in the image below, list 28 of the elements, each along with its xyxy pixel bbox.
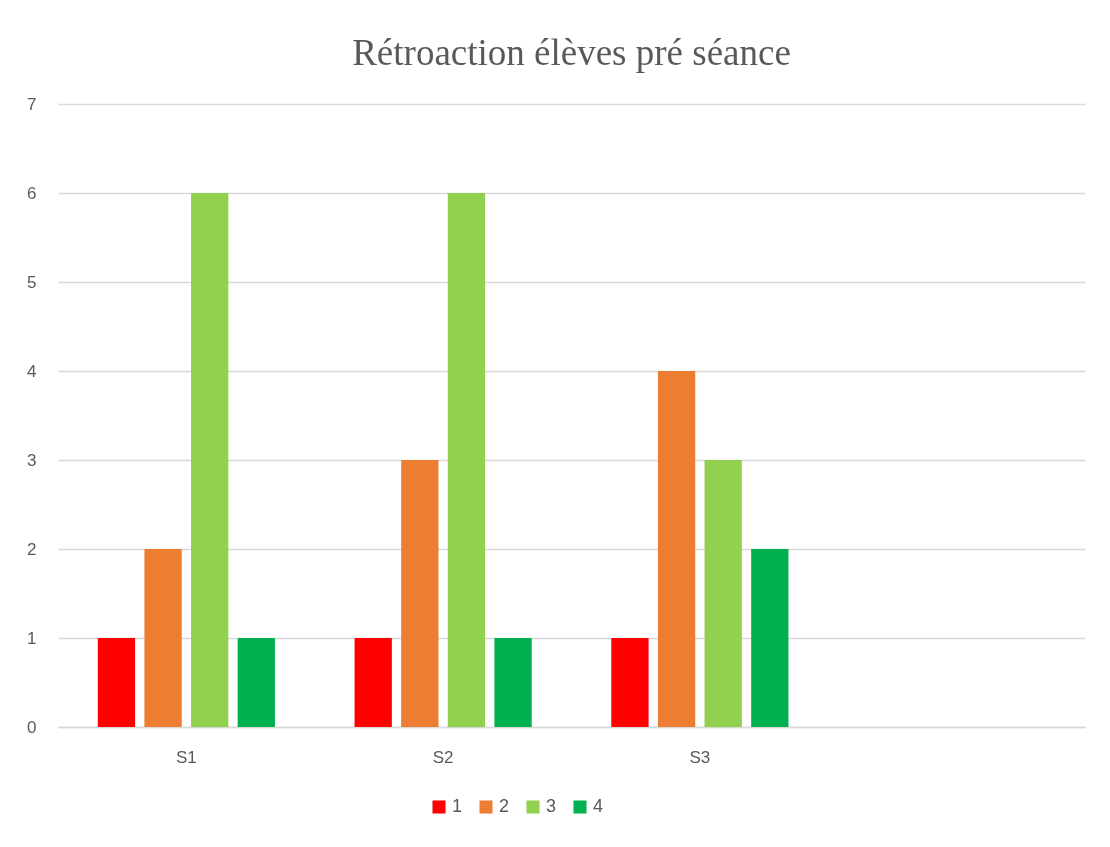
bar <box>751 549 789 727</box>
x-tick-label: S2 <box>432 747 454 767</box>
bar <box>237 638 275 727</box>
y-tick-label: 1 <box>27 628 37 648</box>
y-tick-label: 3 <box>27 450 37 470</box>
y-tick-label: 5 <box>27 272 37 292</box>
x-tick-label: S1 <box>175 747 197 767</box>
chart-title: Rétroaction élèves pré séance <box>352 32 791 73</box>
bar <box>657 371 696 727</box>
y-tick-label: 0 <box>27 717 37 737</box>
bar <box>401 460 439 727</box>
y-tick-label: 4 <box>27 361 37 381</box>
legend-label: 4 <box>593 796 604 816</box>
legend-label: 1 <box>452 796 463 816</box>
x-tick-label: S3 <box>689 747 711 767</box>
y-tick-label: 7 <box>27 94 37 114</box>
legend-label: 3 <box>546 796 557 816</box>
legend-label: 2 <box>499 796 510 816</box>
bar <box>191 193 229 727</box>
bar <box>611 638 649 727</box>
bar <box>494 638 532 727</box>
bar <box>97 638 136 727</box>
y-tick-label: 6 <box>27 183 37 203</box>
bar <box>144 549 182 727</box>
y-tick-label: 2 <box>27 539 37 559</box>
bar <box>354 638 392 727</box>
bar <box>704 460 742 727</box>
bar <box>447 193 486 727</box>
